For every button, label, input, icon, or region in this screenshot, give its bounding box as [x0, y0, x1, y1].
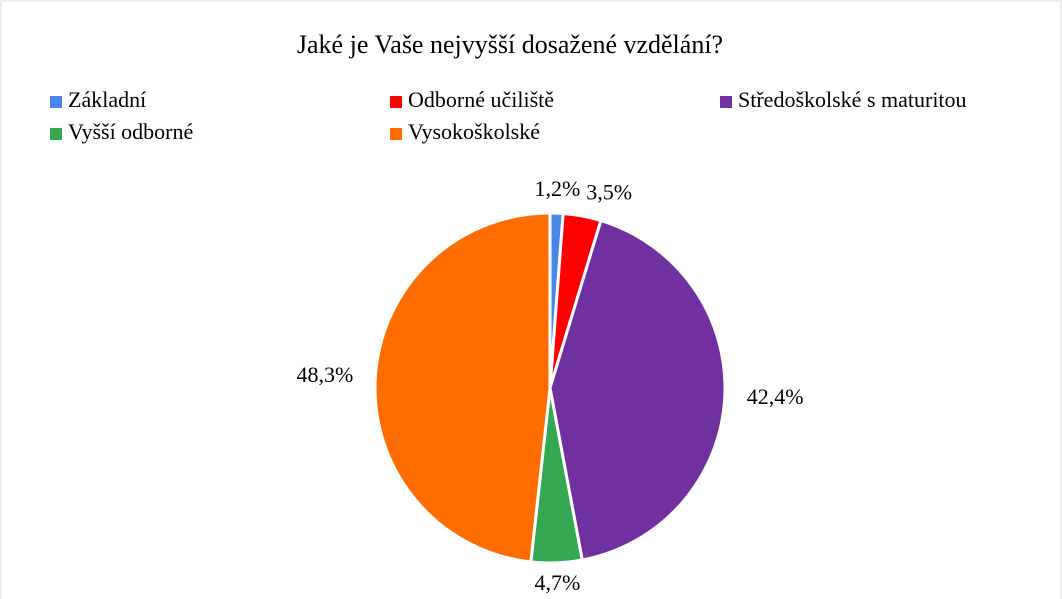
data-label: 1,2%	[535, 176, 581, 201]
legend-label: Odborné učiliště	[408, 87, 554, 112]
legend-swatch	[390, 96, 402, 108]
data-label: 42,4%	[747, 384, 804, 409]
legend-label: Vyšší odborné	[68, 119, 193, 144]
legend-label: Vysokoškolské	[408, 119, 540, 144]
pie-slice	[373, 211, 552, 564]
legend-swatch	[390, 128, 402, 140]
legend-swatch	[720, 96, 732, 108]
data-label: 4,7%	[535, 570, 581, 595]
legend-swatch	[50, 128, 62, 140]
data-label: 3,5%	[586, 179, 632, 204]
legend-label: Středoškolské s maturitou	[738, 87, 967, 112]
pie-slice	[548, 218, 727, 562]
data-label: 48,3%	[296, 362, 353, 387]
legend-label: Základní	[68, 87, 146, 112]
legend-swatch	[50, 96, 62, 108]
chart-title: Jaké je Vaše nejvyšší dosažené vzdělání?	[297, 30, 723, 59]
